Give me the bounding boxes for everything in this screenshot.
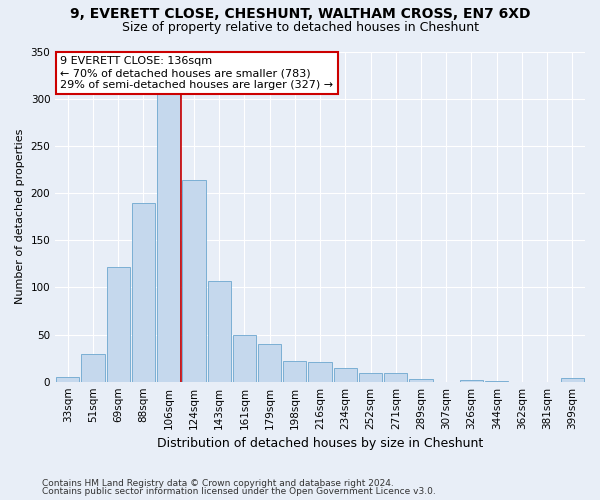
Bar: [233, 334, 256, 382]
Bar: [56, 377, 79, 382]
X-axis label: Distribution of detached houses by size in Cheshunt: Distribution of detached houses by size …: [157, 437, 483, 450]
Bar: [283, 361, 307, 382]
Text: 9, EVERETT CLOSE, CHESHUNT, WALTHAM CROSS, EN7 6XD: 9, EVERETT CLOSE, CHESHUNT, WALTHAM CROS…: [70, 8, 530, 22]
Text: Contains HM Land Registry data © Crown copyright and database right 2024.: Contains HM Land Registry data © Crown c…: [42, 478, 394, 488]
Y-axis label: Number of detached properties: Number of detached properties: [15, 129, 25, 304]
Bar: [258, 344, 281, 382]
Text: Contains public sector information licensed under the Open Government Licence v3: Contains public sector information licen…: [42, 487, 436, 496]
Bar: [460, 380, 483, 382]
Bar: [561, 378, 584, 382]
Bar: [334, 368, 357, 382]
Bar: [107, 266, 130, 382]
Bar: [384, 373, 407, 382]
Bar: [409, 379, 433, 382]
Bar: [485, 380, 508, 382]
Text: Size of property relative to detached houses in Cheshunt: Size of property relative to detached ho…: [121, 21, 479, 34]
Bar: [308, 362, 332, 382]
Bar: [182, 180, 206, 382]
Bar: [132, 204, 155, 382]
Bar: [359, 373, 382, 382]
Text: 9 EVERETT CLOSE: 136sqm
← 70% of detached houses are smaller (783)
29% of semi-d: 9 EVERETT CLOSE: 136sqm ← 70% of detache…: [61, 56, 334, 90]
Bar: [82, 354, 104, 382]
Bar: [157, 72, 181, 382]
Bar: [208, 280, 231, 382]
